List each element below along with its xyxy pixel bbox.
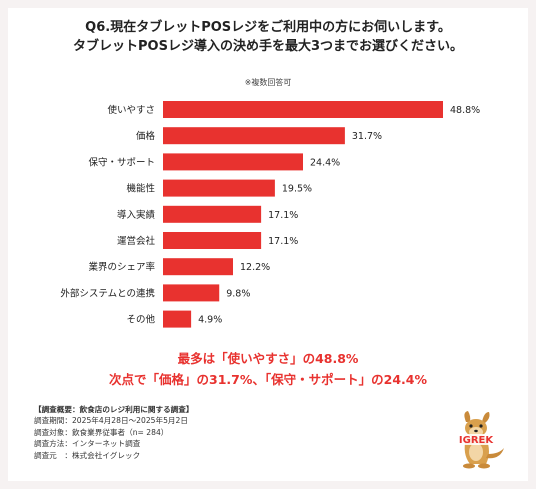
value-label: 48.8% [450, 105, 480, 116]
category-label: 運営会社 [117, 235, 156, 247]
bar [163, 205, 262, 223]
survey-line: 調査元 ：株式会社イグレック [34, 450, 141, 460]
title-line-1: Q6.現在タブレットPOSレジをご利用中の方にお伺いします。 [85, 20, 451, 35]
category-label: 保守・サポート [88, 156, 155, 168]
category-label: 使いやすさ [107, 104, 155, 116]
chart-title: Q6.現在タブレットPOSレジをご利用中の方にお伺いします。 タブレットPOSレ… [0, 18, 536, 56]
logo-lettering: IGREK [459, 435, 494, 446]
category-label: 外部システムとの連携 [60, 287, 155, 299]
value-label: 9.8% [226, 288, 250, 299]
bar [163, 284, 220, 302]
bar [163, 127, 345, 145]
bar [163, 258, 233, 276]
survey-line: 調査方法：インターネット調査 [34, 439, 141, 449]
bar [163, 101, 443, 118]
multiple-answer-note: ※複数回答可 [244, 78, 292, 87]
card-background [8, 8, 528, 481]
bar-chart: 使いやすさ 48.8% 価格 31.7% 保守・サポート 24.4% 機能性 19.5% 導入実… [60, 101, 480, 328]
category-label: 業界のシェア率 [88, 261, 155, 273]
value-label: 12.2% [240, 262, 270, 273]
survey-overview: 【調査概要：飲食店のレジ利用に関する調査】 調査期間：2025年4月28日〜20… [34, 404, 364, 461]
value-label: 17.1% [268, 236, 298, 247]
survey-heading: 【調査概要：飲食店のレジ利用に関する調査】 [34, 405, 194, 414]
summary-line-2: 次点で「価格」の31.7%、「保守・サポート」の24.4% [109, 372, 427, 387]
category-label: その他 [126, 314, 155, 326]
bar [163, 310, 192, 328]
category-label: 導入実績 [117, 209, 156, 221]
summary-text: 最多は「使いやすさ」の48.8% 次点で「価格」の31.7%、「保守・サポート」… [0, 348, 536, 390]
survey-line: 調査期間：2025年4月28日〜2025年5月2日 [34, 416, 188, 426]
bar [163, 179, 275, 197]
value-label: 4.9% [198, 315, 222, 326]
bar [163, 153, 303, 171]
value-label: 17.1% [268, 210, 298, 221]
value-label: 24.4% [310, 157, 340, 168]
bar [163, 232, 262, 249]
value-label: 19.5% [282, 184, 312, 195]
category-label: 機能性 [126, 183, 155, 195]
kangaroo-logo: IGREK [454, 411, 504, 469]
category-label: 価格 [136, 130, 156, 142]
title-line-2: タブレットPOSレジ導入の決め手を最大3つまでお選びください。 [73, 39, 463, 54]
survey-line: 調査対象：飲食業界従事者（n= 284） [34, 427, 169, 437]
summary-line-1: 最多は「使いやすさ」の48.8% [177, 351, 359, 366]
value-label: 31.7% [352, 131, 382, 142]
